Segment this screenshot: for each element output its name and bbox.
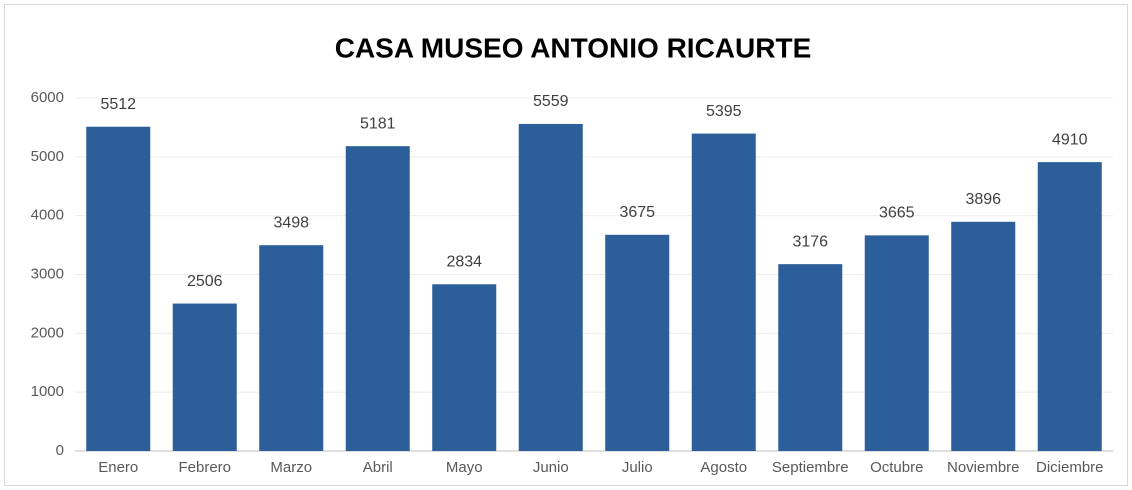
data-label: 4910 <box>1052 131 1088 148</box>
x-tick-label: Octubre <box>870 459 923 476</box>
data-label: 5181 <box>360 115 396 132</box>
bar <box>1037 162 1102 451</box>
bar <box>691 133 756 451</box>
bar <box>605 234 670 451</box>
y-tick-label: 5000 <box>31 148 64 165</box>
data-label: 3176 <box>792 233 828 250</box>
y-tick-label: 0 <box>56 442 64 459</box>
bar <box>518 123 583 452</box>
y-tick-label: 1000 <box>31 383 64 400</box>
x-tick-label: Enero <box>98 459 138 476</box>
data-label: 5512 <box>100 96 136 113</box>
x-tick-label: Abril <box>363 459 393 476</box>
chart-title: CASA MUSEO ANTONIO RICAURTE <box>335 32 812 63</box>
x-tick-label: Septiembre <box>772 459 849 476</box>
data-label: 3498 <box>273 214 309 231</box>
y-tick-label: 4000 <box>31 207 64 224</box>
x-tick-label: Agosto <box>700 459 747 476</box>
bar <box>864 235 929 451</box>
x-tick-label: Junio <box>533 459 569 476</box>
bar <box>172 303 237 451</box>
data-label: 3665 <box>879 205 915 222</box>
bar <box>951 221 1016 451</box>
data-label: 5395 <box>706 103 742 120</box>
bar <box>86 126 151 451</box>
data-label: 3675 <box>619 204 655 221</box>
bar <box>432 284 497 451</box>
bar <box>259 245 324 451</box>
data-label: 5559 <box>533 93 569 110</box>
x-tick-label: Mayo <box>446 459 483 476</box>
data-label: 3896 <box>965 191 1001 208</box>
bar <box>778 264 843 451</box>
x-tick-label: Noviembre <box>947 459 1020 476</box>
bar <box>345 146 410 451</box>
x-tick-label: Febrero <box>178 459 231 476</box>
data-label: 2506 <box>187 273 223 290</box>
y-tick-label: 6000 <box>31 89 64 106</box>
y-tick-label: 3000 <box>31 265 64 282</box>
y-tick-label: 2000 <box>31 324 64 341</box>
x-tick-label: Diciembre <box>1036 459 1104 476</box>
data-label: 2834 <box>446 253 482 270</box>
x-tick-label: Marzo <box>270 459 312 476</box>
x-tick-label: Julio <box>622 459 653 476</box>
